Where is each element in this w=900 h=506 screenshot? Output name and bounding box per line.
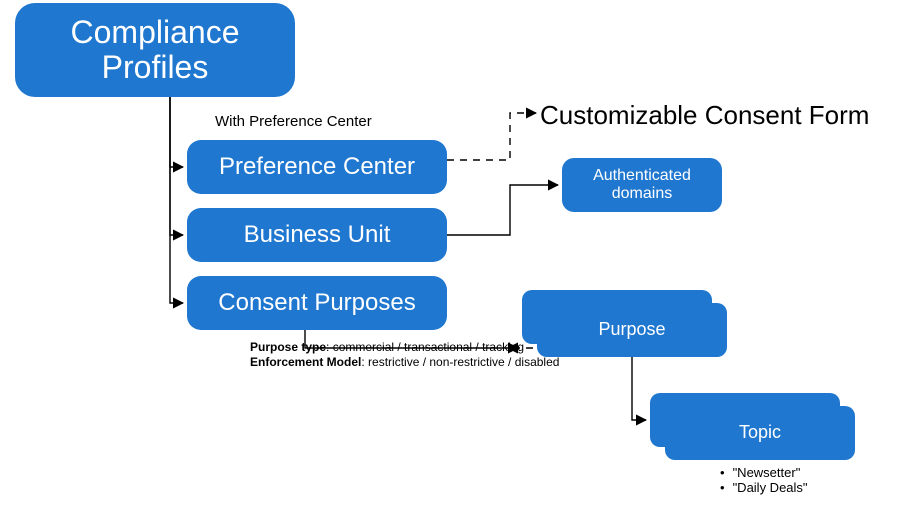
label-customizable-consent-form: Customizable Consent Form — [540, 100, 869, 131]
node-business-unit: Business Unit — [187, 208, 447, 262]
node-label: Topic — [739, 423, 781, 443]
diagram-canvas: ComplianceProfiles Preference Center Bus… — [0, 0, 900, 506]
edge-root-to-pref — [170, 97, 183, 167]
node-authenticated-domains: Authenticateddomains — [562, 158, 722, 212]
list-item: "Daily Deals" — [720, 480, 808, 495]
node-compliance-profiles: ComplianceProfiles — [15, 3, 295, 97]
enforcement-model-val: : restrictive / non-restrictive / disabl… — [361, 355, 559, 369]
purpose-type-key: Purpose type — [250, 340, 326, 354]
node-label: Purpose — [598, 320, 665, 340]
edge-pref-to-form — [447, 113, 536, 160]
list-item: "Newsetter" — [720, 465, 808, 480]
node-consent-purposes: Consent Purposes — [187, 276, 447, 330]
label-with-preference-center: With Preference Center — [215, 113, 372, 130]
edge-bu-to-auth — [447, 185, 558, 235]
label-purpose-details: Purpose type: commercial / transactional… — [250, 340, 559, 370]
topic-examples-list: "Newsetter" "Daily Deals" — [720, 465, 808, 495]
node-purpose: Purpose — [537, 303, 727, 357]
node-label: Consent Purposes — [218, 290, 415, 316]
node-label: Business Unit — [244, 222, 391, 248]
edge-purp-to-topic — [632, 357, 646, 420]
purpose-type-val: : commercial / transactional / tracking — [326, 340, 524, 354]
node-label: Authenticateddomains — [593, 167, 691, 202]
node-preference-center: Preference Center — [187, 140, 447, 194]
node-topic: Topic — [665, 406, 855, 460]
node-label: ComplianceProfiles — [71, 15, 240, 85]
edge-root-to-consent — [170, 97, 183, 303]
node-label: Preference Center — [219, 154, 415, 180]
edge-root-to-bu — [170, 97, 183, 235]
enforcement-model-key: Enforcement Model — [250, 355, 361, 369]
